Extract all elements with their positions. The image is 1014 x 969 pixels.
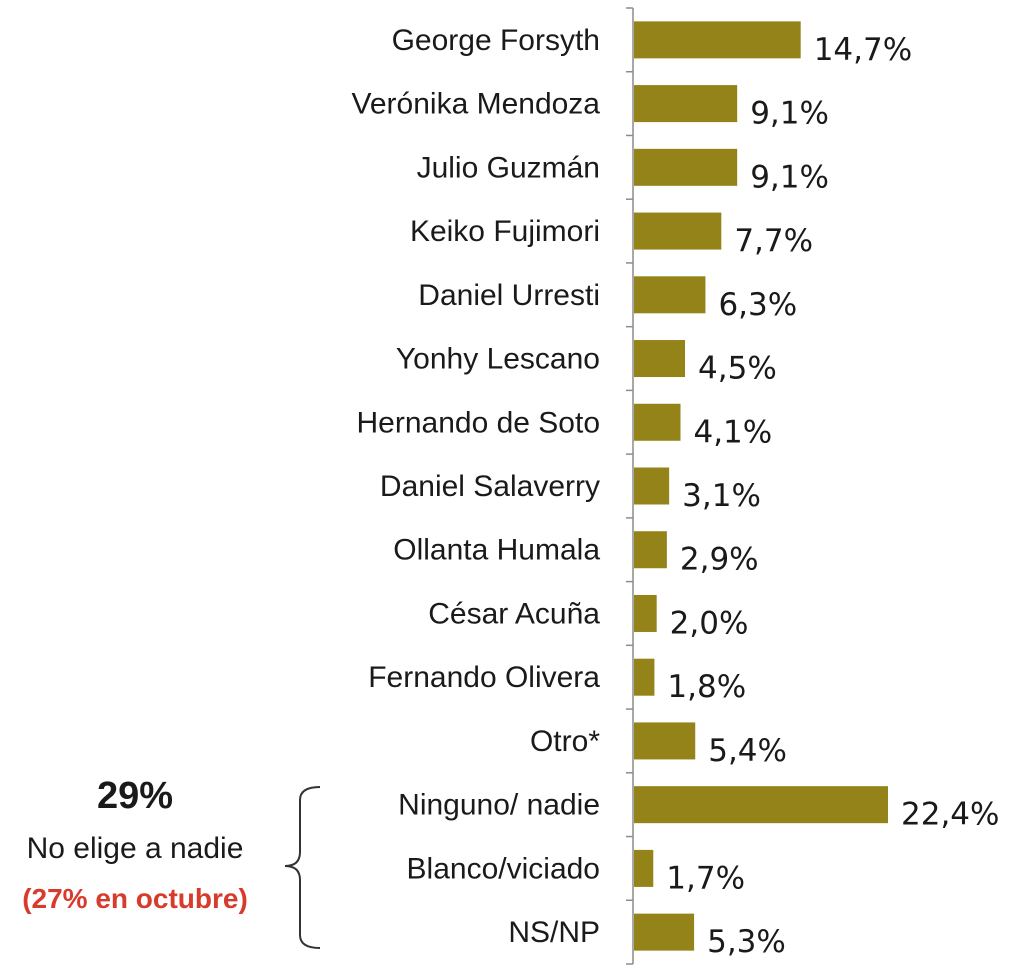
category-label: César Acuña [428, 597, 600, 630]
value-label: 4,1% [693, 414, 772, 450]
category-axis [626, 7, 634, 965]
category-label: Julio Guzmán [417, 151, 600, 184]
category-label: Hernando de Soto [356, 406, 600, 439]
value-label: 9,1% [750, 96, 829, 132]
value-label: 6,3% [718, 287, 797, 323]
value-label: 5,3% [707, 924, 786, 960]
bar [634, 658, 655, 696]
category-label: Ninguno/ nadie [398, 789, 600, 822]
bar [634, 21, 801, 59]
grouping-brace [284, 786, 321, 949]
bar [634, 340, 686, 378]
category-label: Verónika Mendoza [352, 88, 601, 121]
category-label: Blanco/viciado [407, 852, 600, 885]
category-label: Yonhy Lescano [396, 343, 600, 376]
bar [634, 85, 738, 123]
bar [634, 786, 888, 824]
value-label: 14,7% [814, 32, 912, 68]
category-label: Daniel Urresti [418, 279, 600, 312]
category-label: Daniel Salaverry [380, 470, 600, 503]
category-labels: George Forsyth Verónika Mendoza Julio Guzm… [352, 24, 601, 949]
category-label: Ollanta Humala [393, 534, 600, 567]
bar [634, 849, 654, 887]
bars-layer [634, 21, 888, 951]
value-label: 1,7% [666, 860, 745, 896]
annotation-highlight: (27% en octubre) [22, 883, 248, 914]
bar [634, 531, 667, 569]
category-label: Fernando Olivera [368, 661, 600, 694]
bar [634, 594, 657, 632]
value-label: 7,7% [734, 223, 813, 259]
bar [634, 467, 670, 505]
value-label: 2,9% [680, 542, 759, 578]
bar [634, 722, 696, 760]
bar [634, 148, 738, 186]
value-label: 1,8% [667, 669, 746, 705]
bar [634, 403, 681, 441]
annotation-headline: 29% [96, 775, 174, 817]
value-label: 2,0% [670, 605, 749, 641]
bar [634, 212, 722, 250]
annotation-text: No elige a nadie [26, 832, 244, 865]
value-label: 22,4% [901, 797, 999, 833]
value-label: 4,5% [698, 351, 777, 387]
value-label: 5,4% [708, 733, 787, 769]
category-label: NS/NP [508, 916, 600, 949]
bar [634, 913, 695, 951]
value-labels: 14,7% 9,1% 9,1% 7,7% 6,3% 4,5% 4,1% 3,1% 2,9% 2,0… [666, 32, 999, 960]
bar [634, 276, 706, 314]
value-label: 3,1% [682, 478, 761, 514]
value-label: 9,1% [750, 159, 829, 195]
category-label: George Forsyth [392, 24, 600, 57]
category-label: Otro* [530, 725, 600, 758]
category-label: Keiko Fujimori [410, 215, 600, 248]
